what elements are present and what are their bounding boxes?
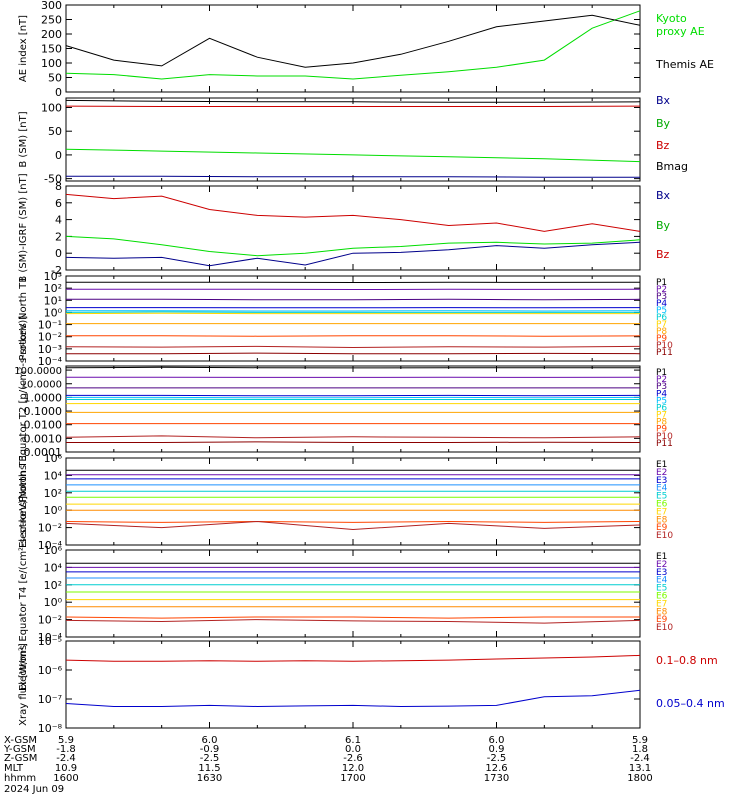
y-tick-label: 4 [55,214,62,227]
legend-entry: By [656,219,671,232]
series-line-e10 [66,620,640,624]
panel-frame [66,366,640,452]
y-tick-label: 10⁻³ [38,343,62,356]
y-tick-label: 6 [55,197,62,210]
series-line-p11 [66,442,640,443]
y-tick-label: 10⁻¹ [38,319,62,332]
legend-entry: proxy AE [656,25,705,38]
legend-entry: P11 [656,348,673,358]
y-tick-label: 10¹ [44,294,62,307]
y-tick-label: 10² [44,579,62,592]
panel-frame [66,458,640,545]
y-tick-label: 100 [41,101,62,114]
y-tick-label: 150 [41,43,62,56]
y-tick-label: 2 [55,230,62,243]
y-tick-label: 100 [41,57,62,70]
y-tick-label: 10⁴ [44,469,63,482]
legend-entry: Bmag [656,160,688,173]
series-line-p10 [66,436,640,438]
legend-entry: Bz [656,139,670,152]
y-tick-label: 10⁶ [44,544,63,557]
series-line-bx [66,242,640,265]
panel-frame [66,98,640,181]
y-tick-label: 10² [44,487,62,500]
y-tick-label: 10⁻⁶ [38,664,63,677]
legend-entry: Bz [656,248,670,261]
y-tick-label: 0.0010 [24,432,63,445]
y-tick-label: 0 [55,247,62,260]
legend-entry: Bx [656,94,671,107]
x-tick-value: 1700 [340,773,365,784]
y-tick-label: 0 [55,86,62,99]
y-tick-label: 8 [55,180,62,193]
legend-entry: 0.05–0.4 nm [656,697,725,710]
y-tick-label: 10⁴ [44,561,63,574]
y-tick-label: 10⁰ [44,504,63,517]
y-tick-label: 10⁻⁷ [38,693,62,706]
y-tick-label: 10³ [44,270,62,283]
series-line-bz [66,194,640,231]
x-tick-value: 1630 [197,773,222,784]
series-line-p3 [66,299,640,300]
y-tick-label: 10⁶ [44,452,63,465]
legend-entry: P11 [656,439,673,449]
y-tick-label: 10⁰ [44,596,63,609]
y-axis-label: AE index [nT] [18,15,29,82]
y-tick-label: 10⁻⁵ [38,635,62,648]
x-tick-value: 1730 [484,773,509,784]
panel-8: 10⁻⁵ 10⁻⁶ 10⁻⁷ 10⁻⁸ Xray flux [W/m²] 0.1–0.8 … [18,635,725,735]
y-axis-label: B (SM)-IGRF (SM) [nT] [18,173,29,282]
series-line-0-05-0-4-nm [66,690,640,706]
series-line-e9 [66,522,640,523]
series-line-themis-ae [66,15,640,67]
series-line-bx [66,176,640,177]
y-tick-label: 1.0000 [24,391,63,404]
y-tick-label: 10⁻² [38,522,62,535]
y-tick-label: 10⁻² [38,331,62,344]
y-tick-label: 10² [44,282,62,295]
legend-entry: E10 [656,623,673,633]
y-tick-label: 250 [41,14,62,27]
series-line-p10 [66,346,640,347]
y-tick-label: 50 [48,72,62,85]
series-line-0-1-0-8-nm [66,655,640,661]
y-tick-label: 10⁰ [44,306,63,319]
y-tick-label: 0.0100 [24,419,63,432]
y-tick-label: 50 [48,125,62,138]
legend-entry: Kyoto [656,12,687,25]
panel-frame [66,641,640,728]
series-line-e9 [66,617,640,618]
x-row-label: hhmm [4,773,36,784]
y-tick-label: 200 [41,28,62,41]
x-tick-value: 1600 [53,773,78,784]
series-line-p6 [66,312,640,313]
x-tick-value: 1800 [627,773,652,784]
series-line-by [66,149,640,161]
y-axis-label: Xray flux [W/m²] [18,643,29,726]
series-line-kyoto-proxy-ae [66,11,640,79]
legend-entry: Bx [656,189,671,202]
date-label: 2024 Jun 09 [4,784,64,795]
y-tick-label: 0.1000 [24,405,63,418]
legend-entry: By [656,117,671,130]
series-line-p11 [66,353,640,354]
y-tick-label: 10⁻² [38,614,62,627]
y-tick-label: 10⁻⁸ [38,722,63,735]
y-tick-label: 0 [55,149,62,162]
legend-entry: E10 [656,531,673,541]
legend-entry: 0.1–0.8 nm [656,654,718,667]
legend-entry: Themis AE [655,58,714,71]
y-tick-label: 300 [41,0,62,12]
y-axis-label: B (SM) [nT] [18,111,29,167]
